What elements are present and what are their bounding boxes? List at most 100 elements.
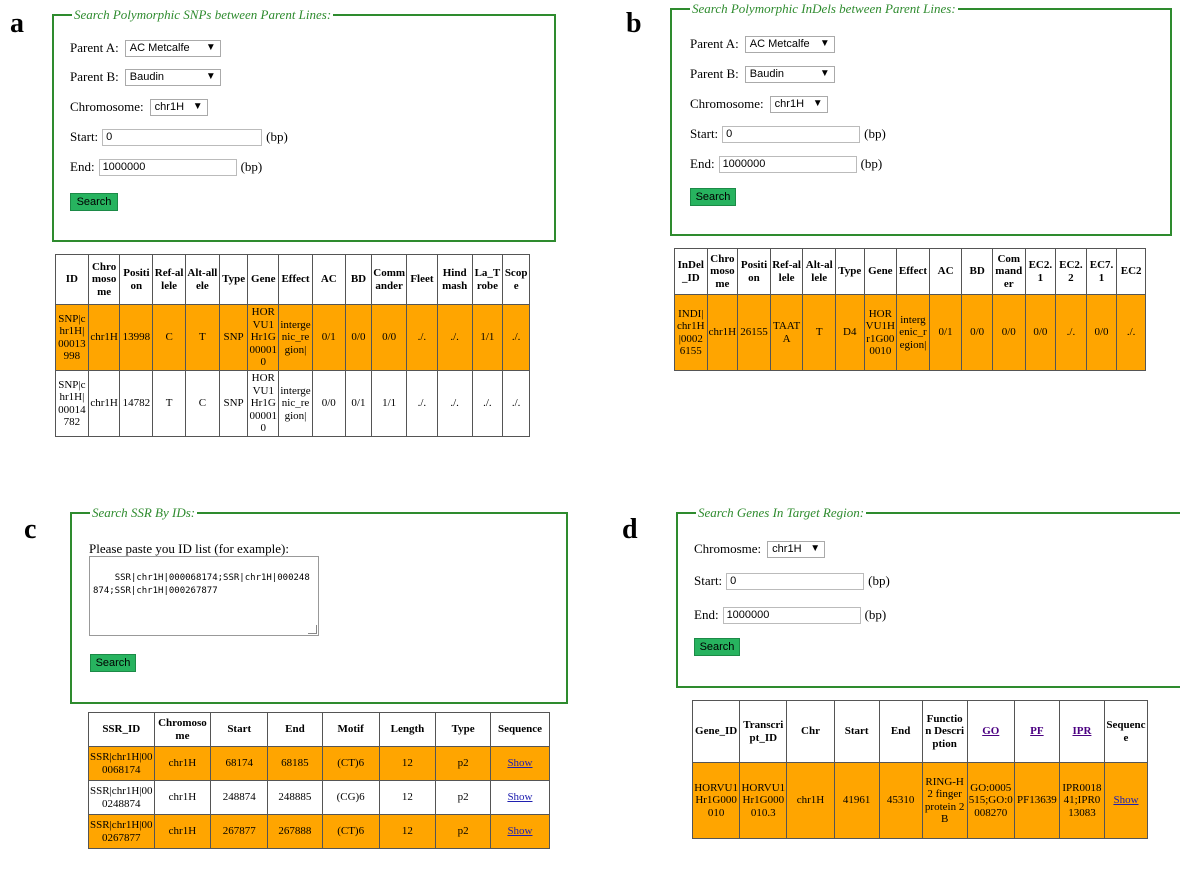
table-cell: RING-H2 finger protein 2B <box>922 763 967 839</box>
table-cell: T <box>803 295 836 371</box>
table-cell: 0/1 <box>345 371 372 437</box>
show-sequence-link[interactable]: Show <box>490 815 549 849</box>
column-header: Hindmash <box>437 255 472 305</box>
column-header: End <box>268 713 323 747</box>
parent-b-select[interactable]: Baudin ▼ <box>745 66 835 83</box>
parent-b-select[interactable]: Baudin ▼ <box>125 69 221 86</box>
table-cell: ./. <box>503 371 530 437</box>
parent-a-select[interactable]: AC Metcalfe ▼ <box>745 36 835 53</box>
table-cell: 14782 <box>120 371 153 437</box>
column-header: Commander <box>992 249 1025 295</box>
parent-a-value: AC Metcalfe <box>130 39 190 57</box>
chromosome-select[interactable]: chr1H ▼ <box>767 541 825 558</box>
table-row: HORVU1Hr1G000010 HORVU1Hr1G000010.3 chr1H 4… <box>693 763 1148 839</box>
ssr-id-text: SSR|chr1H|000068174;SSR|chr1H|000248874;… <box>93 573 310 596</box>
table-cell: SNP <box>219 371 248 437</box>
ssr-form-legend: Search SSR By IDs: <box>90 505 197 521</box>
snp-results-table: ID Chromosome Position Ref-allele Alt-allele… <box>55 254 530 437</box>
column-header: Chromosome <box>88 255 120 305</box>
table-cell: SNP|chr1H|00013998 <box>56 305 89 371</box>
indel-search-form: Search Polymorphic InDels between Parent… <box>670 8 1172 236</box>
column-header: Type <box>836 249 865 295</box>
table-cell: SSR|chr1H|000267877 <box>89 815 155 849</box>
column-header: Gene <box>248 255 279 305</box>
table-cell: T <box>185 305 219 371</box>
dropdown-arrow-icon: ▼ <box>810 540 820 558</box>
parent-b-label: Parent B: <box>70 68 119 86</box>
table-cell: GO:0005515;GO:0008270 <box>967 763 1014 839</box>
chromosome-select[interactable]: chr1H ▼ <box>770 96 828 113</box>
table-cell: HORVU1Hr1G000010 <box>864 295 897 371</box>
start-label: Start: <box>694 572 722 590</box>
column-header[interactable]: GO <box>967 701 1014 763</box>
parent-a-select[interactable]: AC Metcalfe ▼ <box>125 40 221 57</box>
table-cell: C <box>185 371 219 437</box>
dropdown-arrow-icon: ▼ <box>206 39 216 57</box>
table-cell: HORVU1Hr1G000010.3 <box>740 763 787 839</box>
ssr-id-textarea[interactable]: SSR|chr1H|000068174;SSR|chr1H|000248874;… <box>89 556 319 636</box>
start-unit: (bp) <box>266 128 288 146</box>
dropdown-arrow-icon: ▼ <box>813 95 823 113</box>
table-cell: ./. <box>407 371 438 437</box>
table-cell: ./. <box>1117 295 1146 371</box>
table-cell: 0/0 <box>372 305 407 371</box>
column-header[interactable]: PF <box>1014 701 1059 763</box>
column-header: Length <box>379 713 436 747</box>
snp-form-legend: Search Polymorphic SNPs between Parent L… <box>72 7 333 23</box>
parent-b-label: Parent B: <box>690 65 739 83</box>
search-button[interactable]: Search <box>90 654 136 672</box>
column-header: EC2.2 <box>1056 249 1087 295</box>
column-header: Scope <box>503 255 530 305</box>
start-input[interactable]: 0 <box>726 573 864 590</box>
show-sequence-link[interactable]: Show <box>1104 763 1147 839</box>
end-input[interactable]: 1000000 <box>723 607 861 624</box>
table-cell: intergenic_region| <box>279 305 313 371</box>
table-cell: SNP <box>219 305 248 371</box>
column-header: Position <box>738 249 771 295</box>
column-header: Function Description <box>922 701 967 763</box>
table-row: SSR|chr1H|000267877 chr1H 267877 267888 (CT)… <box>89 815 550 849</box>
start-input[interactable]: 0 <box>722 126 860 143</box>
table-cell: 0/1 <box>929 295 962 371</box>
table-cell: SNP|chr1H|00014782 <box>56 371 89 437</box>
column-header: Ref-allele <box>770 249 803 295</box>
search-button[interactable]: Search <box>70 193 118 211</box>
end-unit: (bp) <box>861 155 883 173</box>
column-header[interactable]: IPR <box>1059 701 1104 763</box>
table-cell: HORVU1Hr1G000010 <box>693 763 740 839</box>
table-cell: 45310 <box>879 763 922 839</box>
start-input[interactable]: 0 <box>102 129 262 146</box>
table-header-row: ID Chromosome Position Ref-allele Alt-allele… <box>56 255 530 305</box>
column-header: Fleet <box>407 255 438 305</box>
column-header: BD <box>962 249 993 295</box>
end-input[interactable]: 1000000 <box>99 159 237 176</box>
column-header: ID <box>56 255 89 305</box>
table-cell: 13998 <box>120 305 153 371</box>
gene-form-legend: Search Genes In Target Region: <box>696 505 866 521</box>
table-cell: T <box>153 371 186 437</box>
table-cell: chr1H <box>88 371 120 437</box>
table-cell: 267888 <box>268 815 323 849</box>
start-label: Start: <box>690 125 718 143</box>
search-button[interactable]: Search <box>690 188 736 206</box>
start-unit: (bp) <box>864 125 886 143</box>
dropdown-arrow-icon: ▼ <box>193 98 203 116</box>
table-cell: chr1H <box>88 305 120 371</box>
resize-grip-icon[interactable] <box>308 625 317 634</box>
show-sequence-link[interactable]: Show <box>490 747 549 781</box>
start-label: Start: <box>70 128 98 146</box>
search-button[interactable]: Search <box>694 638 740 656</box>
column-header: InDel_ID <box>675 249 708 295</box>
table-cell: HORVU1Hr1G000010 <box>248 305 279 371</box>
column-header: EC2 <box>1117 249 1146 295</box>
snp-search-form: Search Polymorphic SNPs between Parent L… <box>52 14 556 242</box>
column-header: AC <box>929 249 962 295</box>
table-cell: 248874 <box>211 781 268 815</box>
chromosome-select[interactable]: chr1H ▼ <box>150 99 208 116</box>
end-input[interactable]: 1000000 <box>719 156 857 173</box>
chromosome-value: chr1H <box>772 540 801 558</box>
column-header: AC <box>312 255 345 305</box>
show-sequence-link[interactable]: Show <box>490 781 549 815</box>
table-cell: chr1H <box>154 781 211 815</box>
column-header: End <box>879 701 922 763</box>
